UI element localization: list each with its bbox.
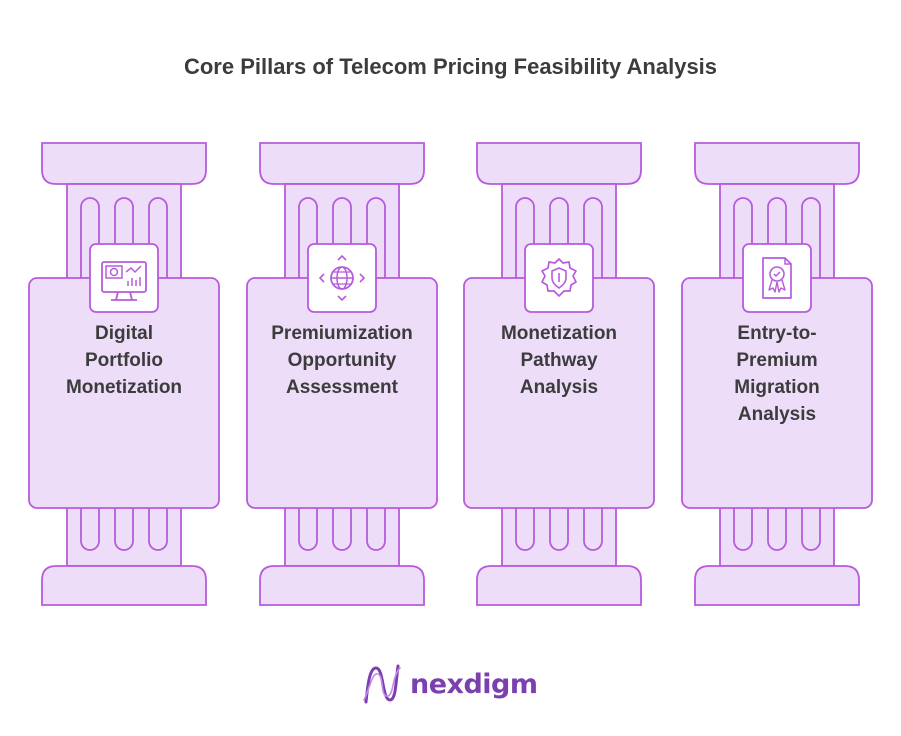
pillar-label-line: Pathway	[520, 350, 598, 371]
dashboard-monitor-icon	[101, 261, 147, 301]
pillar-label-line: Opportunity	[287, 350, 397, 371]
pillar-base	[259, 565, 425, 606]
pillar-base	[694, 565, 860, 606]
pillar-label-line: Analysis	[519, 377, 599, 398]
gear-shield-icon	[541, 258, 577, 297]
pillar-label-line: Entry-to-	[737, 323, 817, 344]
nexdigm-logo-icon	[363, 664, 401, 704]
pillar-label: Digital Portfolio Monetization	[29, 320, 219, 401]
globe-arrows-icon	[318, 254, 366, 302]
pillar-label-line: Premium	[736, 350, 818, 371]
pillar-base	[41, 565, 207, 606]
icon-badge	[742, 243, 812, 313]
pillar-label-line: Monetization	[65, 377, 183, 398]
pillar-label-line: Assessment	[286, 377, 398, 398]
pillar-label-line: Analysis	[737, 404, 817, 425]
certificate-icon	[762, 257, 792, 299]
pillar-upper-shaft	[719, 183, 835, 295]
pillar-body	[681, 277, 873, 509]
pillar-label-line: Portfolio	[84, 350, 164, 371]
pillar-label-line: Migration	[734, 377, 820, 398]
pillar-capital	[259, 142, 425, 185]
pillar-body	[246, 277, 438, 509]
pillar-body	[28, 277, 220, 509]
pillar-body	[463, 277, 655, 509]
pillar-label-line: Digital	[94, 323, 154, 344]
pillar-capital	[476, 142, 642, 185]
brand-name: nexdigm	[410, 668, 538, 700]
pillar-lower-shaft	[284, 489, 400, 567]
pillar-base	[476, 565, 642, 606]
brand-logo: nexdigm	[362, 662, 538, 706]
pillar-upper-shaft	[284, 183, 400, 295]
pillar-label: Premiumization Opportunity Assessment	[247, 320, 437, 401]
pillar-label: Monetization Pathway Analysis	[464, 320, 654, 401]
pillar-capital	[694, 142, 860, 185]
pillar-label: Entry-to- Premium Migration Analysis	[682, 320, 872, 428]
pillar-label-line: Premiumization	[271, 323, 413, 344]
pillar-capital	[41, 142, 207, 185]
page-title: Core Pillars of Telecom Pricing Feasibil…	[183, 54, 718, 79]
icon-badge	[89, 243, 159, 313]
pillar-upper-shaft	[66, 183, 182, 295]
pillar-lower-shaft	[719, 489, 835, 567]
pillar-lower-shaft	[501, 489, 617, 567]
pillar-upper-shaft	[501, 183, 617, 295]
icon-badge	[524, 243, 594, 313]
pillar-label-line: Monetization	[500, 323, 618, 344]
pillar-lower-shaft	[66, 489, 182, 567]
icon-badge	[307, 243, 377, 313]
